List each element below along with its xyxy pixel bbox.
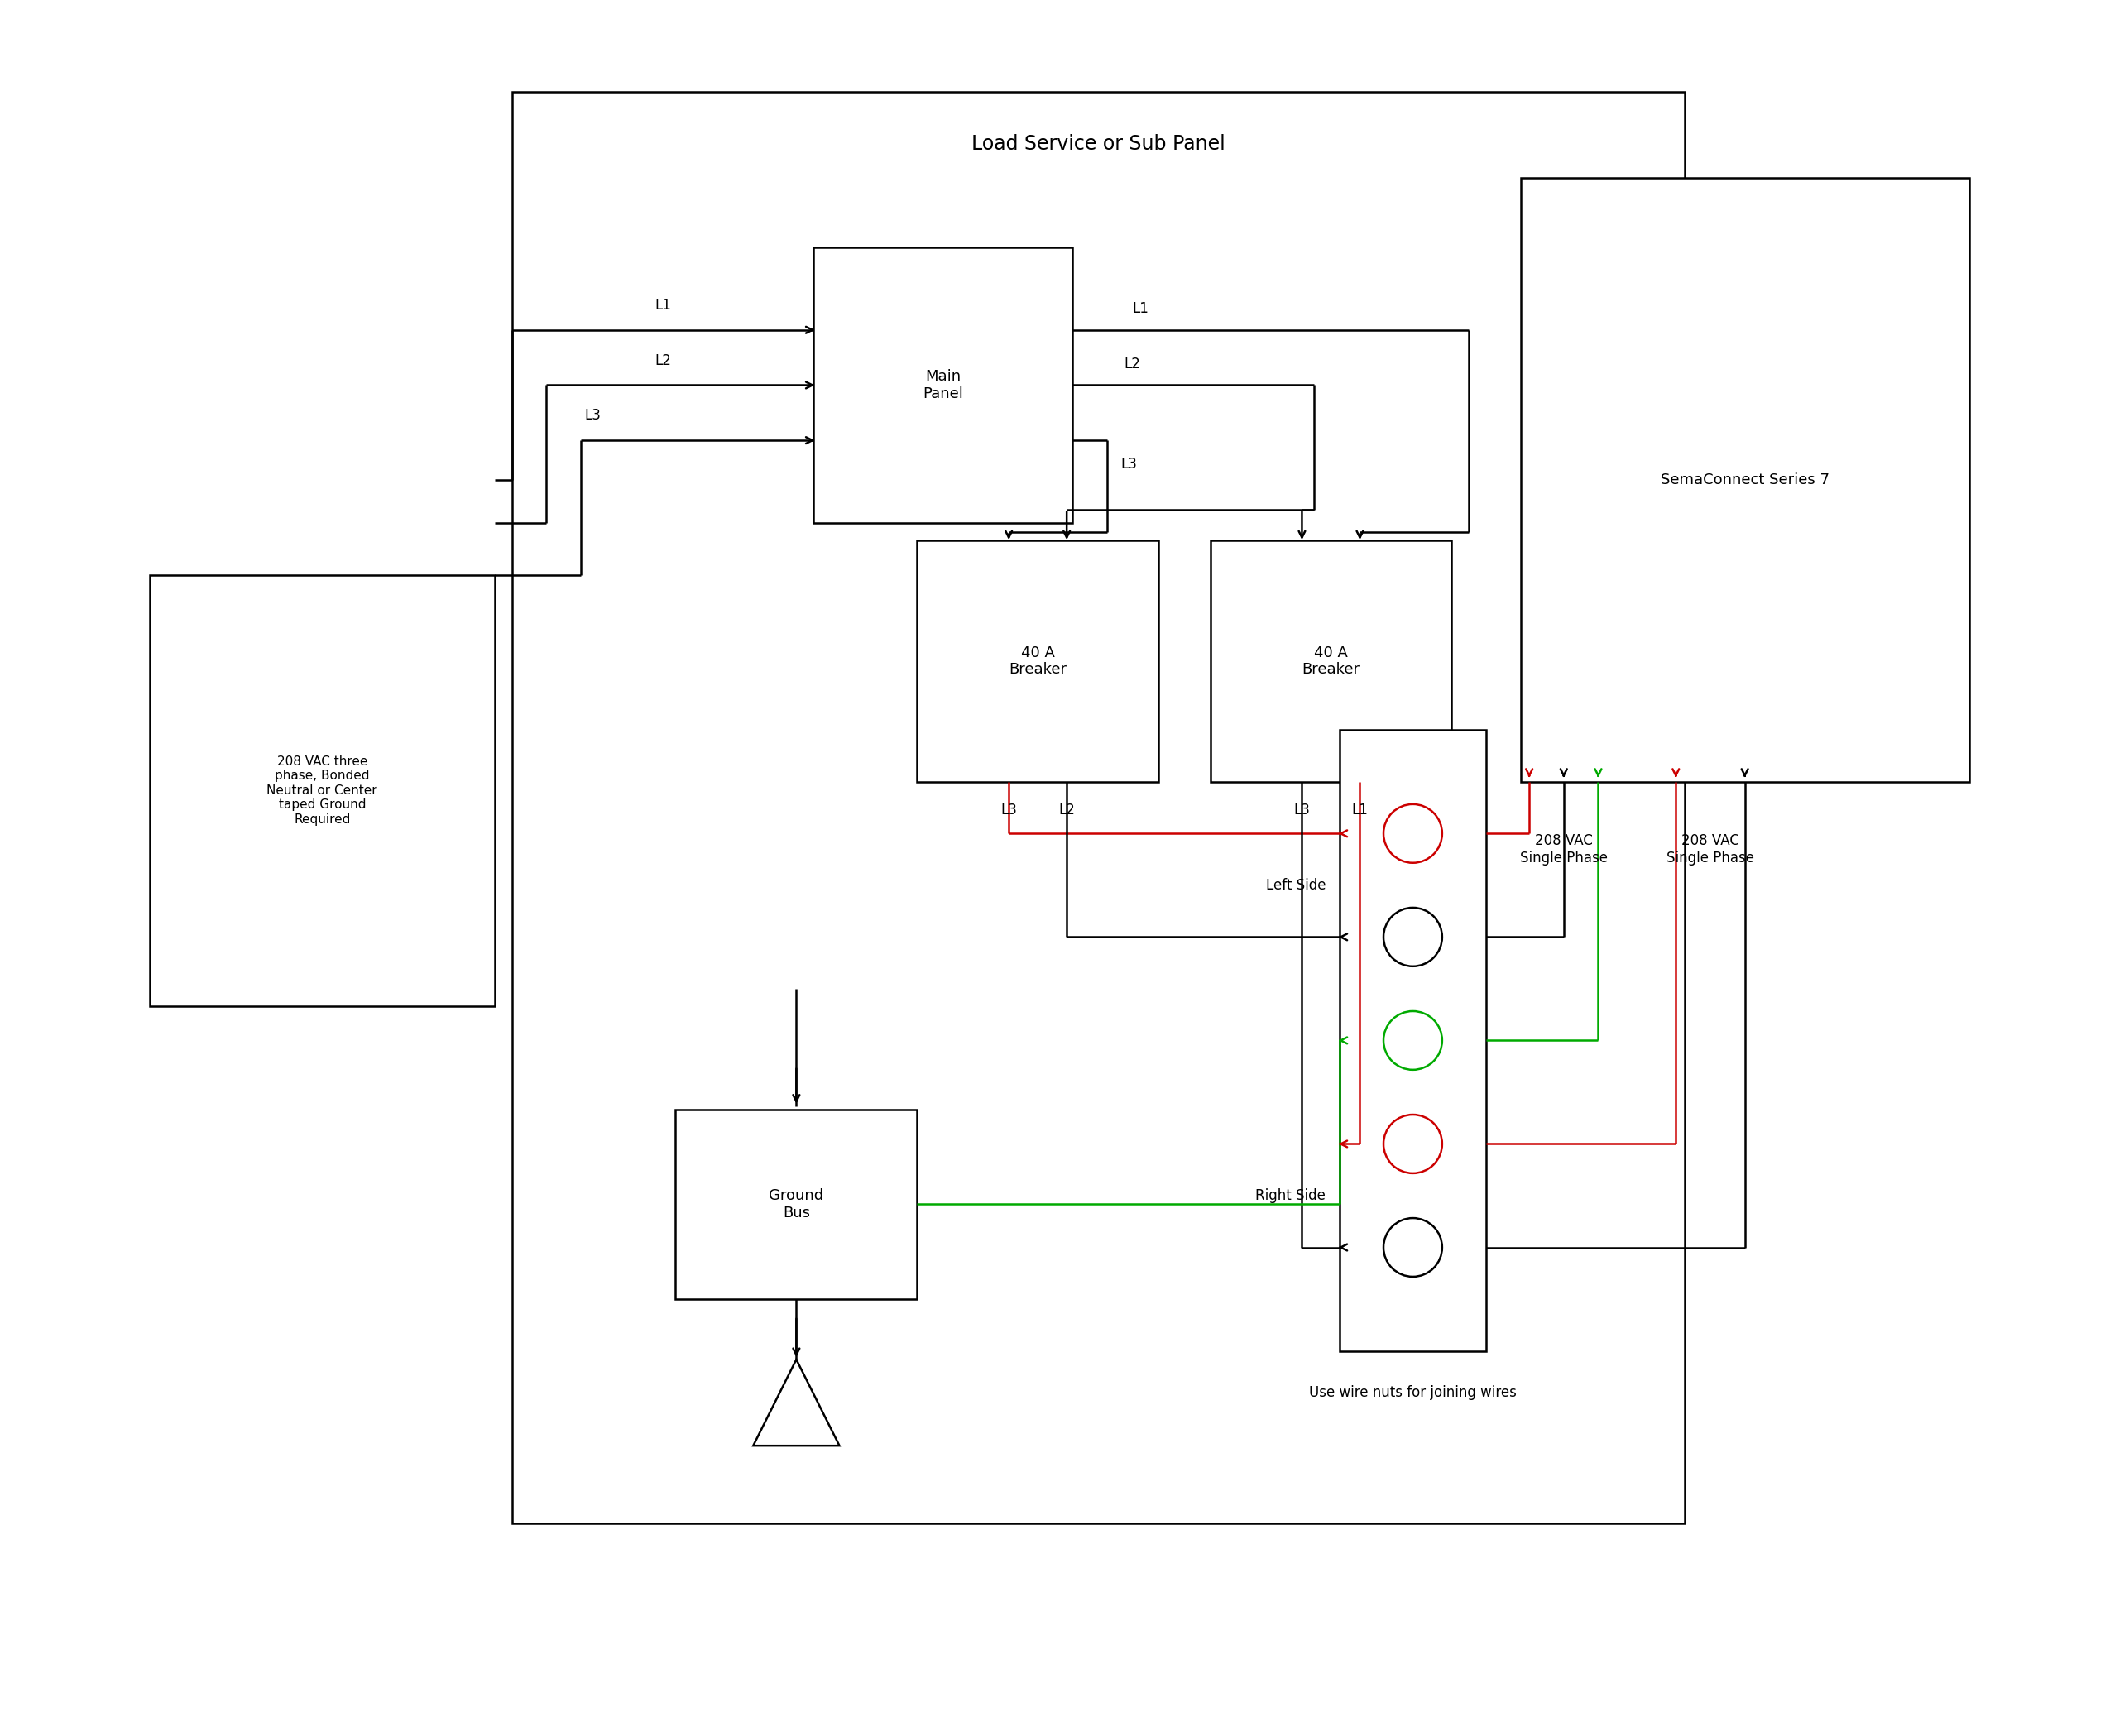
Text: L2: L2 xyxy=(654,352,671,368)
Text: 208 VAC three
phase, Bonded
Neutral or Center
taped Ground
Required: 208 VAC three phase, Bonded Neutral or C… xyxy=(266,755,378,825)
Text: 208 VAC
Single Phase: 208 VAC Single Phase xyxy=(1519,833,1608,866)
Text: SemaConnect Series 7: SemaConnect Series 7 xyxy=(1661,472,1829,488)
Circle shape xyxy=(1384,804,1441,863)
Text: L1: L1 xyxy=(654,299,671,312)
Text: Right Side: Right Side xyxy=(1255,1187,1325,1203)
Bar xyxy=(150,575,494,1005)
Text: Use wire nuts for joining wires: Use wire nuts for joining wires xyxy=(1308,1385,1517,1401)
Text: L3: L3 xyxy=(1120,457,1137,472)
Bar xyxy=(918,540,1158,781)
Text: Left Side: Left Side xyxy=(1266,878,1325,892)
Circle shape xyxy=(1384,1115,1441,1174)
Text: L2: L2 xyxy=(1125,356,1139,372)
Text: L2: L2 xyxy=(1059,802,1074,818)
Text: 208 VAC
Single Phase: 208 VAC Single Phase xyxy=(1667,833,1753,866)
Circle shape xyxy=(1384,908,1441,967)
Text: L3: L3 xyxy=(584,408,601,424)
Circle shape xyxy=(1384,1219,1441,1276)
Text: L1: L1 xyxy=(1353,802,1367,818)
Text: 40 A
Breaker: 40 A Breaker xyxy=(1009,646,1068,677)
Bar xyxy=(675,1109,918,1299)
Bar xyxy=(814,247,1072,523)
Text: 40 A
Breaker: 40 A Breaker xyxy=(1302,646,1359,677)
Text: L1: L1 xyxy=(1133,302,1150,316)
Bar xyxy=(513,92,1684,1522)
Bar xyxy=(1211,540,1452,781)
Text: L3: L3 xyxy=(1293,802,1310,818)
Text: Main
Panel: Main Panel xyxy=(922,370,962,401)
Text: Ground
Bus: Ground Bus xyxy=(768,1187,823,1220)
Bar xyxy=(1521,179,1969,781)
Text: Load Service or Sub Panel: Load Service or Sub Panel xyxy=(971,134,1226,155)
Circle shape xyxy=(1384,1010,1441,1069)
Text: L3: L3 xyxy=(1000,802,1017,818)
Bar xyxy=(1340,731,1485,1351)
